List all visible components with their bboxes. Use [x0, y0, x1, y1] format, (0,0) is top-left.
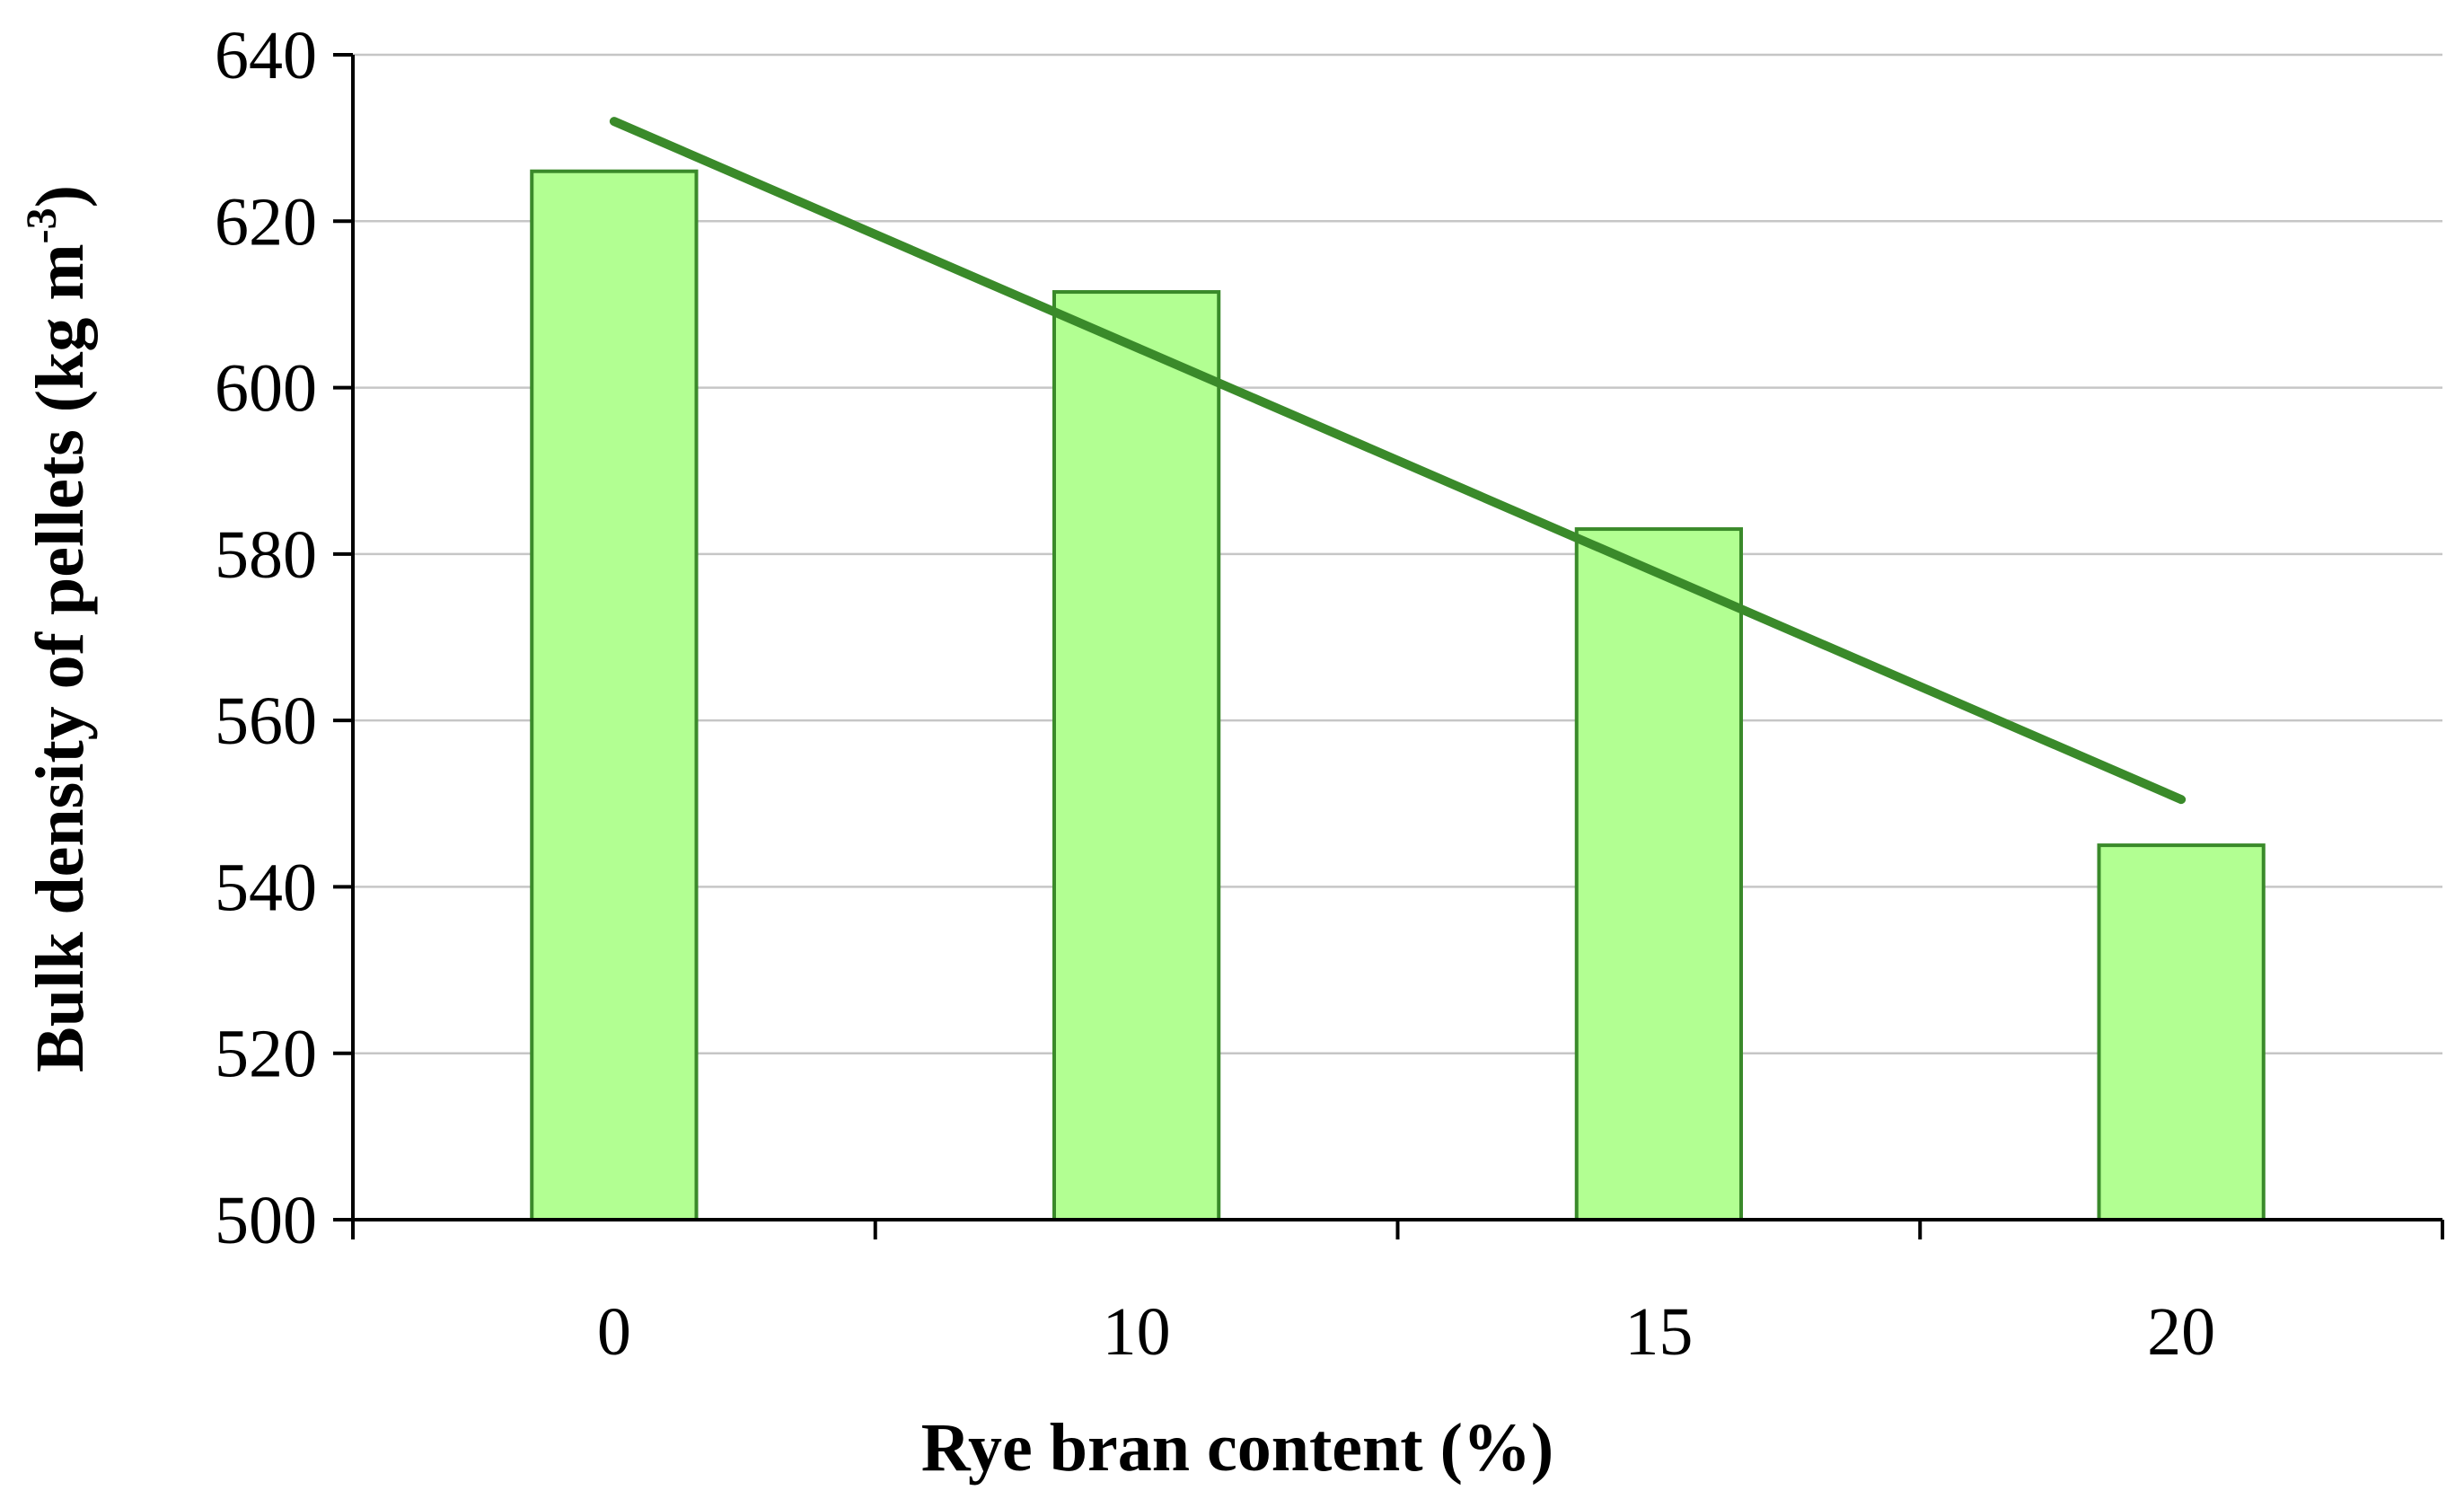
x-axis-title: Rye bran content (%) — [921, 1410, 1553, 1486]
y-tick-label: 540 — [215, 850, 317, 925]
trendline-layer — [609, 117, 2187, 805]
y-axis-title-close: ) — [22, 185, 98, 207]
x-tick-label: 0 — [597, 1294, 631, 1370]
y-tick-label: 500 — [215, 1183, 317, 1258]
x-tick-label: 15 — [1624, 1294, 1693, 1370]
axes — [333, 53, 2444, 1239]
y-axis-title-main: Bulk density of pellets (kg m — [22, 243, 98, 1072]
y-axis-title: Bulk density of pellets (kg m-3) — [18, 185, 98, 1072]
gridlines — [353, 53, 2442, 1054]
bar — [530, 169, 699, 1222]
y-axis-title-superscript: -3 — [18, 207, 66, 243]
y-tick-label: 520 — [215, 1017, 317, 1092]
x-tick-label: 10 — [1103, 1294, 1171, 1370]
y-tick-label: 560 — [215, 683, 317, 759]
bar — [1052, 290, 1221, 1222]
y-tick-label: 580 — [215, 517, 317, 593]
x-tick-label: 20 — [2147, 1294, 2215, 1370]
trendline — [609, 117, 2187, 805]
y-tick-label: 620 — [215, 184, 317, 260]
y-tick-labels: 500 520 540 560 580 600 620 640 — [215, 18, 317, 1258]
y-tick-label: 600 — [215, 351, 317, 427]
bars — [530, 169, 2266, 1222]
bar — [1574, 527, 1744, 1221]
y-tick-label: 640 — [215, 18, 317, 93]
x-tick-labels: 0 10 15 20 — [597, 1294, 2215, 1370]
bar — [2097, 843, 2266, 1221]
